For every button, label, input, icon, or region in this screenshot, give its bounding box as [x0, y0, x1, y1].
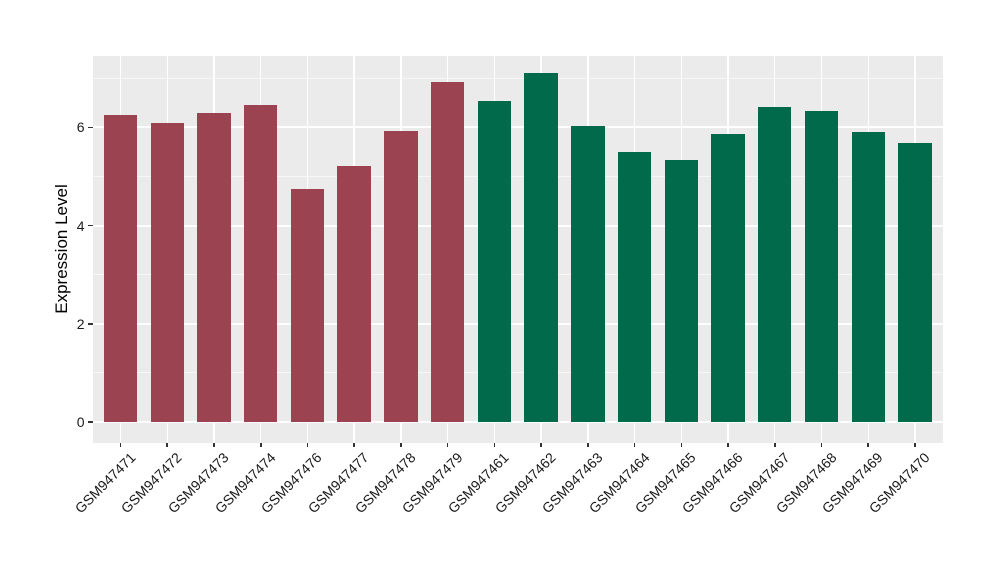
bar-GSM947468: [804, 111, 839, 422]
x-tick-mark: [773, 442, 776, 447]
x-tick-mark: [867, 442, 870, 447]
y-tick-mark: [88, 126, 93, 129]
y-tick-label-4: 4: [76, 217, 85, 234]
gridline-horizontal-major: [92, 126, 943, 129]
bar-GSM947467: [758, 106, 792, 422]
y-tick-mark: [88, 323, 93, 325]
x-tick-mark: [213, 442, 215, 447]
x-tick-mark: [400, 442, 402, 447]
gridline-horizontal-major: [92, 322, 943, 325]
gridline-horizontal-major: [92, 224, 943, 227]
x-tick-mark: [119, 442, 122, 447]
y-axis-title: Expression Level: [51, 184, 71, 314]
y-tick-label-6: 6: [76, 119, 85, 136]
gridline-horizontal-minor: [92, 176, 943, 177]
bar-GSM947469: [851, 132, 885, 422]
bar-GSM947477: [337, 165, 371, 422]
bar-GSM947466: [711, 134, 745, 422]
bar-GSM947474: [244, 104, 278, 422]
plot-panel: [92, 56, 943, 443]
bar-GSM947479: [430, 82, 465, 422]
bar-GSM947464: [617, 151, 652, 422]
x-tick-mark: [166, 442, 169, 447]
bar-GSM947478: [384, 130, 418, 422]
bar-GSM947470: [898, 142, 932, 422]
x-tick-mark: [633, 442, 636, 447]
bar-GSM947461: [477, 101, 512, 422]
x-tick-mark: [259, 442, 262, 447]
gridline-horizontal-minor: [92, 77, 943, 79]
bar-GSM947465: [664, 159, 698, 422]
x-tick-mark: [446, 442, 449, 447]
x-tick-mark: [680, 442, 683, 447]
x-tick-mark: [727, 442, 729, 447]
gridline-horizontal-minor: [92, 372, 943, 374]
bar-GSM947471: [103, 115, 138, 422]
x-tick-mark: [820, 442, 823, 447]
y-tick-mark: [88, 421, 93, 423]
x-tick-mark: [306, 442, 309, 447]
x-tick-mark: [493, 442, 496, 447]
x-tick-mark: [353, 442, 355, 447]
x-tick-mark: [914, 442, 916, 447]
y-tick-mark: [88, 224, 93, 227]
y-tick-label-2: 2: [76, 315, 85, 332]
bar-GSM947473: [197, 112, 231, 422]
x-tick-label-GSM947470: GSM947470: [865, 448, 933, 516]
gridline-horizontal-minor: [92, 274, 943, 276]
x-tick-mark: [540, 442, 542, 447]
bar-GSM947472: [150, 123, 184, 422]
gridline-horizontal-major: [92, 421, 943, 423]
bar-GSM947462: [524, 73, 558, 422]
x-tick-mark: [587, 442, 589, 447]
y-tick-label-0: 0: [76, 414, 85, 430]
bar-GSM947476: [290, 189, 325, 422]
bar-GSM947463: [571, 126, 605, 422]
